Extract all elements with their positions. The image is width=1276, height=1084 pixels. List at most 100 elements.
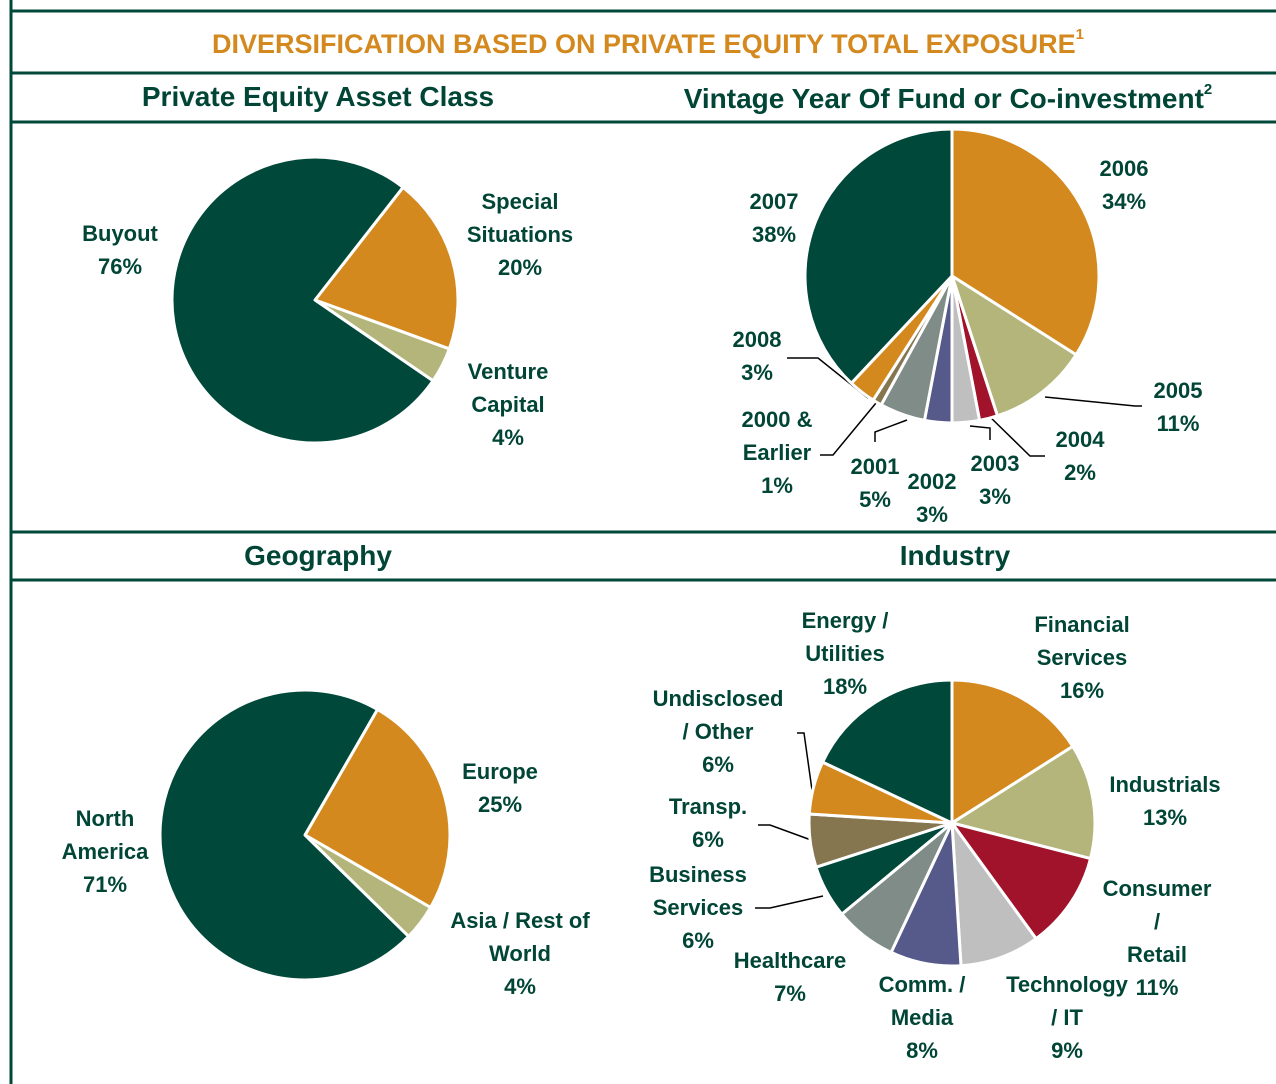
slice-label: Technology / IT 9% bbox=[1006, 968, 1128, 1067]
value-label: 11% bbox=[1156, 411, 1200, 436]
leader-line bbox=[755, 895, 824, 909]
slice-label: Business Services 6% bbox=[649, 858, 747, 957]
category-label: Buyout bbox=[82, 221, 158, 246]
category-label: Healthcare bbox=[733, 948, 847, 973]
leader-line bbox=[1044, 396, 1142, 407]
slice-label: Financial Services 16% bbox=[1034, 608, 1129, 707]
chart-title: Industry bbox=[900, 540, 1010, 572]
title-note: 2 bbox=[1203, 81, 1213, 98]
page-title: DIVERSIFICATION BASED ON PRIVATE EQUITY … bbox=[212, 26, 1084, 60]
chart-title: Geography bbox=[244, 540, 392, 572]
leaders bbox=[755, 357, 1142, 909]
slice-label: Buyout 76% bbox=[82, 217, 158, 283]
category-label: Industrials bbox=[1109, 772, 1221, 797]
slice-label: 2005 11% bbox=[1154, 374, 1203, 440]
chart-title: Private Equity Asset Class bbox=[142, 81, 494, 113]
value-label: 6% bbox=[692, 827, 724, 852]
value-label: 7% bbox=[774, 981, 806, 1006]
category-label: Comm. / Media bbox=[878, 972, 966, 1030]
category-label: Business Services bbox=[649, 862, 747, 920]
slice-label: 2003 3% bbox=[971, 447, 1020, 513]
category-label: Technology / IT bbox=[1006, 972, 1128, 1030]
pie-slice bbox=[170, 155, 435, 445]
category-label: 2004 bbox=[1055, 427, 1105, 452]
slice-label: Venture Capital 4% bbox=[468, 355, 549, 454]
frame bbox=[9, 0, 1276, 1084]
category-label: 2007 bbox=[749, 189, 799, 214]
pie-slice bbox=[158, 688, 411, 982]
value-label: 6% bbox=[702, 752, 734, 777]
slice-label: 2007 38% bbox=[750, 185, 799, 251]
chart-title-text: Geography bbox=[244, 540, 392, 571]
slice-label: Transp. 6% bbox=[669, 790, 747, 856]
leader-line bbox=[820, 402, 877, 456]
value-label: 6% bbox=[682, 928, 714, 953]
category-label: Energy / Utilities bbox=[801, 608, 889, 666]
category-label: Venture Capital bbox=[467, 359, 549, 417]
slice-label: Europe 25% bbox=[462, 755, 538, 821]
value-label: 5% bbox=[859, 487, 891, 512]
category-label: 2003 bbox=[970, 451, 1020, 476]
leader-line bbox=[797, 732, 813, 791]
value-label: 34% bbox=[1101, 189, 1147, 214]
slice-label: Consumer / Retail 11% bbox=[1098, 872, 1217, 1004]
value-label: 3% bbox=[979, 484, 1011, 509]
category-label: 2002 bbox=[907, 469, 957, 494]
value-label: 3% bbox=[916, 502, 948, 527]
pie-slice bbox=[950, 821, 1038, 968]
pie-slice bbox=[313, 185, 460, 351]
slice-label: 2002 3% bbox=[908, 465, 957, 531]
category-label: 2006 bbox=[1099, 156, 1149, 181]
chart-title: Vintage Year Of Fund or Co-investment2 bbox=[684, 81, 1213, 115]
value-label: 71% bbox=[82, 872, 128, 897]
category-label: Europe bbox=[462, 759, 538, 784]
pie-slice bbox=[950, 274, 1078, 418]
category-label: Asia / Rest of World bbox=[450, 908, 590, 966]
leader-line bbox=[758, 824, 812, 841]
pie-slice bbox=[950, 678, 1075, 825]
value-label: 38% bbox=[751, 222, 797, 247]
value-label: 3% bbox=[741, 360, 773, 385]
slice-label: Healthcare 7% bbox=[734, 944, 847, 1010]
chart-title-text: Vintage Year Of Fund or Co-investment bbox=[683, 83, 1204, 114]
value-label: 9% bbox=[1051, 1038, 1083, 1063]
value-label: 4% bbox=[492, 425, 524, 450]
title-text: DIVERSIFICATION BASED ON PRIVATE EQUITY … bbox=[212, 29, 1076, 59]
value-label: 16% bbox=[1059, 678, 1105, 703]
value-label: 1% bbox=[761, 473, 793, 498]
slice-label: Comm. / Media 8% bbox=[879, 968, 966, 1067]
chart-title-text: Industry bbox=[899, 540, 1011, 571]
value-label: 11% bbox=[1135, 975, 1179, 1000]
pie-slice bbox=[821, 678, 954, 825]
slice-label: 2001 5% bbox=[851, 450, 900, 516]
value-label: 4% bbox=[504, 974, 536, 999]
slice-label: Undisclosed / Other 6% bbox=[653, 682, 784, 781]
category-label: 2001 bbox=[850, 454, 900, 479]
slice-label: 2000 & Earlier 1% bbox=[742, 403, 813, 502]
slice-label: North America 71% bbox=[62, 802, 149, 901]
pie-slice bbox=[803, 127, 954, 385]
value-label: 76% bbox=[97, 254, 143, 279]
value-label: 25% bbox=[477, 792, 523, 817]
category-label: Special Situations bbox=[466, 189, 574, 247]
category-label: 2000 & Earlier bbox=[741, 407, 813, 465]
slice-label: 2008 3% bbox=[733, 323, 782, 389]
value-label: 20% bbox=[497, 255, 543, 280]
value-label: 13% bbox=[1142, 805, 1188, 830]
pie-slice bbox=[303, 707, 452, 909]
chart-title-text: Private Equity Asset Class bbox=[141, 81, 495, 112]
value-label: 2% bbox=[1064, 460, 1096, 485]
category-label: Consumer / Retail bbox=[1102, 876, 1212, 967]
leader-line bbox=[969, 425, 991, 440]
leader-line bbox=[985, 412, 1045, 457]
slice-label: 2004 2% bbox=[1056, 423, 1105, 489]
slice-label: Industrials 13% bbox=[1109, 768, 1220, 834]
leader-line bbox=[874, 419, 908, 442]
slice-label: 2006 34% bbox=[1100, 152, 1149, 218]
value-label: 18% bbox=[822, 674, 868, 699]
value-label: 8% bbox=[906, 1038, 938, 1063]
category-label: North America bbox=[61, 806, 149, 864]
title-note: 1 bbox=[1075, 26, 1084, 43]
